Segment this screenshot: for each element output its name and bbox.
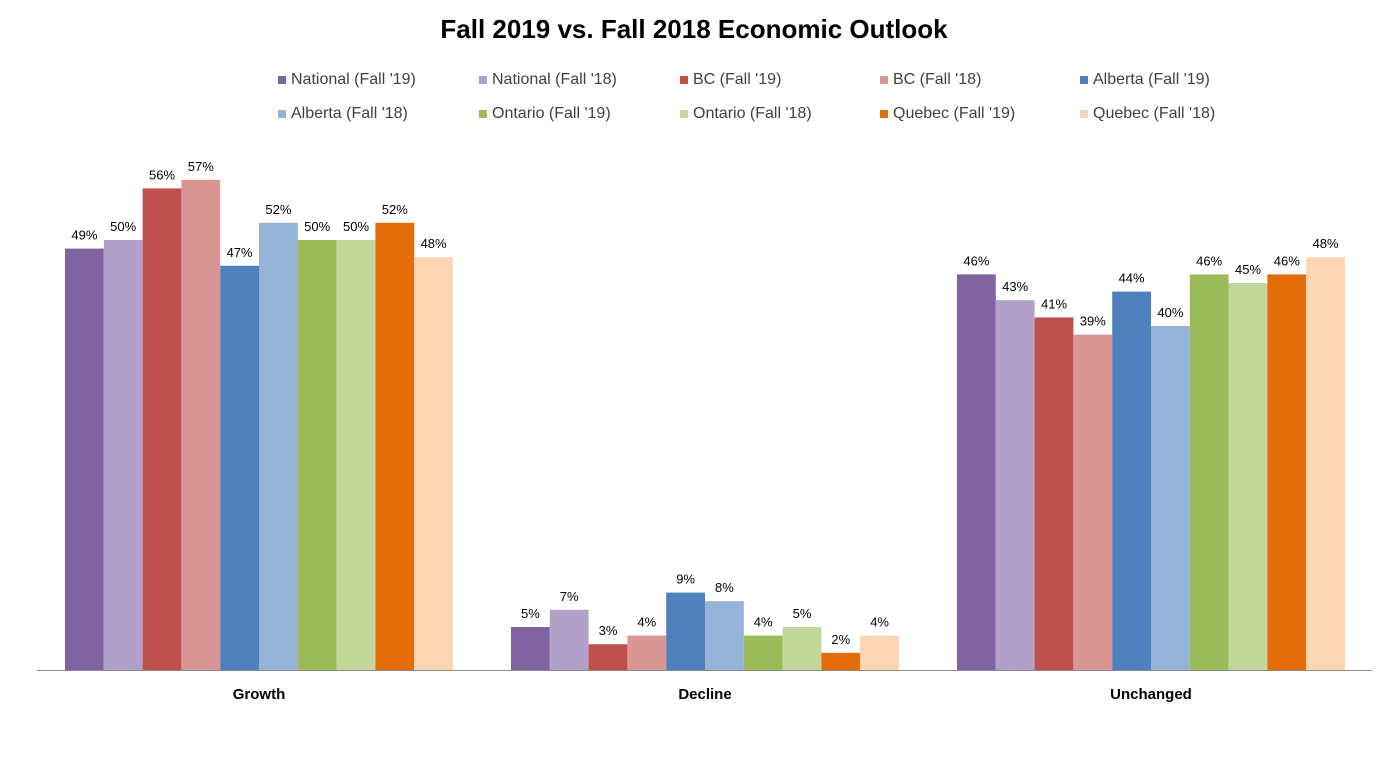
category-label: Growth <box>233 686 286 703</box>
legend-item: Alberta (Fall '18) <box>278 105 408 123</box>
data-label: 4% <box>870 615 889 630</box>
bar <box>297 240 337 670</box>
data-label: 50% <box>110 219 136 234</box>
bar <box>957 274 996 670</box>
legend-swatch <box>479 110 487 118</box>
legend-label: Quebec (Fall '19) <box>893 105 1016 122</box>
bar <box>549 609 589 670</box>
legend-label: Alberta (Fall '19) <box>1093 71 1210 88</box>
bar <box>336 240 376 670</box>
legend-item: BC (Fall '18) <box>880 71 981 89</box>
data-label: 50% <box>343 219 369 234</box>
data-label: 52% <box>382 202 408 217</box>
legend-swatch <box>880 76 888 84</box>
legend-item: Ontario (Fall '19) <box>479 105 611 123</box>
data-label: 5% <box>521 606 540 621</box>
bar <box>743 635 783 670</box>
bar <box>511 627 550 670</box>
legend-swatch <box>278 110 286 118</box>
bar <box>103 240 143 670</box>
bar <box>860 635 899 670</box>
bar <box>705 601 744 670</box>
bar <box>588 644 628 670</box>
bar <box>414 257 453 670</box>
bar <box>142 188 182 670</box>
legend-swatch <box>680 110 688 118</box>
data-label: 7% <box>560 589 579 604</box>
data-label: 48% <box>1313 236 1339 251</box>
data-label: 48% <box>421 236 447 251</box>
legend-swatch <box>680 76 688 84</box>
bar <box>1228 283 1268 670</box>
data-label: 46% <box>963 253 989 268</box>
data-label: 50% <box>304 219 330 234</box>
bar <box>782 627 822 670</box>
legend-item: BC (Fall '19) <box>680 71 781 89</box>
data-label: 47% <box>227 245 253 260</box>
data-label: 40% <box>1157 305 1183 320</box>
bar <box>666 592 705 670</box>
legend-label: National (Fall '18) <box>492 71 617 88</box>
data-label: 46% <box>1196 253 1222 268</box>
bar <box>1189 274 1229 670</box>
legend-label: Quebec (Fall '18) <box>1093 105 1216 122</box>
legend-item: Quebec (Fall '18) <box>1080 105 1215 123</box>
data-label: 8% <box>715 580 734 595</box>
bar <box>375 222 415 671</box>
data-label: 56% <box>149 167 175 182</box>
data-label: 2% <box>831 632 850 647</box>
legend-item: Quebec (Fall '19) <box>880 105 1015 123</box>
bar <box>1073 334 1113 670</box>
legend-item: Ontario (Fall '18) <box>680 105 812 123</box>
bar <box>627 635 667 670</box>
legend-swatch <box>1080 76 1088 84</box>
bar <box>1112 291 1151 670</box>
data-label: 43% <box>1002 279 1028 294</box>
data-label: 52% <box>265 202 291 217</box>
legend-item: Alberta (Fall '19) <box>1080 71 1210 89</box>
bar <box>1306 257 1345 670</box>
legend-swatch <box>278 76 286 84</box>
legend-label: Ontario (Fall '19) <box>492 105 611 122</box>
legend-label: National (Fall '19) <box>291 71 416 88</box>
bar <box>181 179 221 671</box>
data-label: 49% <box>71 228 97 243</box>
category-label: Decline <box>678 686 731 703</box>
legend-item: National (Fall '19) <box>278 71 416 89</box>
bar <box>65 248 104 670</box>
bar <box>1151 326 1190 670</box>
data-label: 4% <box>754 615 773 630</box>
bar <box>1267 274 1307 670</box>
legend-swatch <box>1080 110 1088 118</box>
bar <box>1034 317 1074 670</box>
legend-label: Ontario (Fall '18) <box>693 105 812 122</box>
data-label: 4% <box>637 615 656 630</box>
data-label: 5% <box>793 606 812 621</box>
category-label: Unchanged <box>1110 686 1192 703</box>
legend-swatch <box>479 76 487 84</box>
data-label: 9% <box>676 572 695 587</box>
data-label: 44% <box>1119 271 1145 286</box>
chart-title: Fall 2019 vs. Fall 2018 Economic Outlook <box>440 14 948 44</box>
legend-label: BC (Fall '18) <box>893 71 982 88</box>
data-label: 41% <box>1041 296 1067 311</box>
bar <box>821 652 861 670</box>
data-label: 3% <box>599 623 618 638</box>
data-label: 39% <box>1080 314 1106 329</box>
data-label: 46% <box>1274 253 1300 268</box>
legend-item: National (Fall '18) <box>479 71 617 89</box>
data-label: 45% <box>1235 262 1261 277</box>
bar <box>995 300 1035 670</box>
legend-swatch <box>880 110 888 118</box>
legend-label: Alberta (Fall '18) <box>291 105 408 122</box>
data-label: 57% <box>188 159 214 174</box>
bar <box>259 222 298 671</box>
legend-label: BC (Fall '19) <box>693 71 782 88</box>
bar <box>220 265 259 670</box>
